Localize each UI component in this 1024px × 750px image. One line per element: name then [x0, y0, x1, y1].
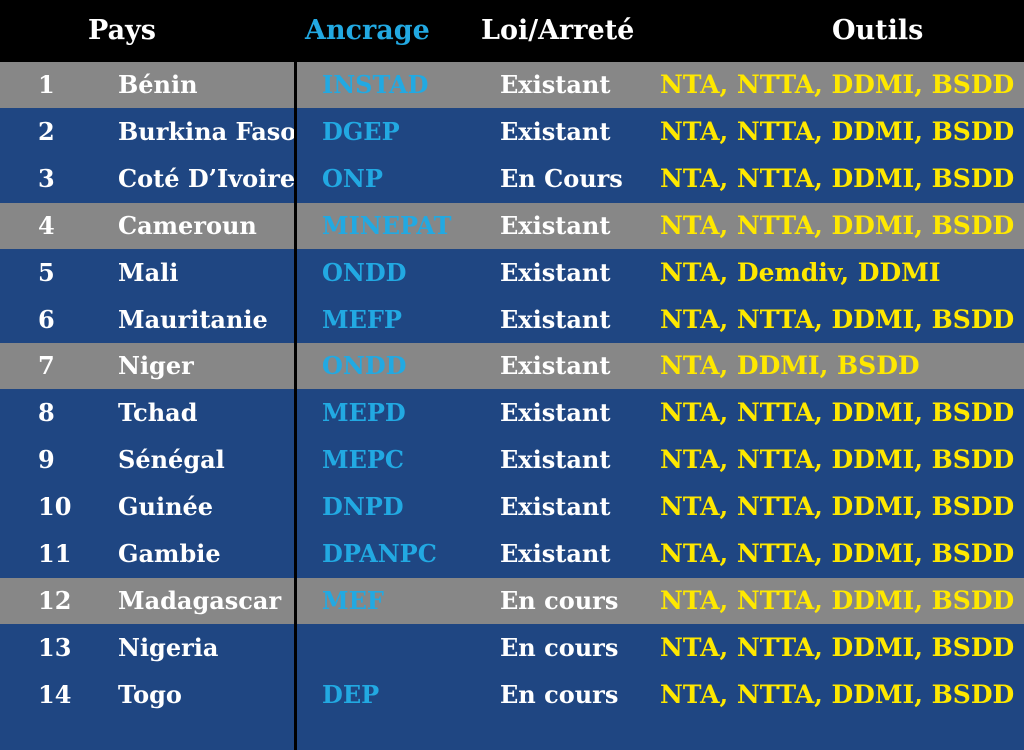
row-pays: Coté D’Ivoire — [118, 163, 296, 193]
row-loi: Existant — [500, 70, 611, 99]
row-pays: Madagascar — [118, 585, 282, 615]
header-outils: Outils — [832, 15, 924, 46]
row-pays: Mali — [118, 257, 179, 287]
row-pays: Guinée — [118, 492, 214, 522]
row-loi: Existant — [500, 539, 611, 568]
row-outils: NTA, NTTA, DDMI, BSDD — [660, 70, 1015, 99]
row-loi: Existant — [500, 116, 611, 146]
row-pays: Nigeria — [118, 632, 219, 662]
row-ancrage: ONDD — [322, 257, 407, 287]
row-outils: NTA, Demdiv, DDMI — [660, 257, 941, 287]
row-number: 8 — [38, 398, 55, 428]
row-loi: Existant — [500, 210, 611, 240]
row-loi: Existant — [500, 257, 611, 287]
row-ancrage: MEFP — [322, 304, 402, 334]
header-ancrage: Ancrage — [305, 15, 430, 46]
row-ancrage: INSTAD — [322, 70, 429, 99]
row-number: 7 — [38, 351, 55, 381]
row-loi: Existant — [500, 445, 611, 475]
table-row: 14 Togo DEP En cours NTA, NTTA, DDMI, BSDD — [0, 672, 1024, 718]
row-ancrage: ONDD — [322, 351, 407, 381]
row-outils: NTA, NTTA, DDMI, BSDD — [660, 163, 1015, 193]
row-pays: Mauritanie — [118, 304, 268, 334]
row-loi: En cours — [500, 679, 619, 709]
row-number: 11 — [38, 539, 72, 568]
row-loi: En Cours — [500, 163, 623, 193]
row-outils: NTA, NTTA, DDMI, BSDD — [660, 632, 1015, 662]
row-number: 9 — [38, 445, 55, 475]
row-number: 4 — [38, 210, 55, 240]
row-loi: En cours — [500, 585, 619, 615]
row-ancrage: DGEP — [322, 116, 400, 146]
row-pays: Niger — [118, 351, 194, 381]
row-number: 6 — [38, 304, 55, 334]
row-outils: NTA, NTTA, DDMI, BSDD — [660, 679, 1015, 709]
table-row: 11 Gambie DPANPC Existant NTA, NTTA, DDMI, B… — [0, 531, 1024, 577]
row-ancrage: DPANPC — [322, 539, 437, 568]
row-pays: Bénin — [118, 70, 198, 99]
table-row: 3 Coté D’Ivoire ONP En Cours NTA, NTTA, DDMI… — [0, 156, 1024, 202]
row-outils: NTA, DDMI, BSDD — [660, 351, 920, 381]
row-number: 12 — [38, 585, 72, 615]
row-pays: Gambie — [118, 539, 221, 568]
row-outils: NTA, NTTA, DDMI, BSDD — [660, 304, 1015, 334]
row-number: 1 — [38, 70, 55, 99]
row-ancrage: ONP — [322, 163, 383, 193]
row-number: 10 — [38, 492, 72, 522]
row-ancrage: DEP — [322, 679, 380, 709]
row-pays: Togo — [118, 679, 182, 709]
row-outils: NTA, NTTA, DDMI, BSDD — [660, 492, 1015, 522]
table-row: 4 Cameroun MINEPAT Existant NTA, NTTA, DDMI,… — [0, 202, 1024, 249]
row-pays: Burkina Faso — [118, 116, 297, 146]
row-pays: Sénégal — [118, 445, 225, 475]
column-divider — [294, 62, 297, 750]
row-outils: NTA, NTTA, DDMI, BSDD — [660, 210, 1015, 240]
table-row: 8 Tchad MEPD Existant NTA, NTTA, DDMI, BSDD — [0, 390, 1024, 436]
row-ancrage: MEPD — [322, 398, 406, 428]
row-loi: En cours — [500, 632, 619, 662]
table-row: 2 Burkina Faso DGEP Existant NTA, NTTA, DDMI… — [0, 109, 1024, 155]
table-row: 9 Sénégal MEPC Existant NTA, NTTA, DDMI, BSD… — [0, 437, 1024, 483]
row-loi: Existant — [500, 492, 611, 522]
header-loi: Loi/Arreté — [481, 15, 635, 46]
row-outils: NTA, NTTA, DDMI, BSDD — [660, 585, 1015, 615]
table-row: 1 Bénin INSTAD Existant NTA, NTTA, DDMI, BSD… — [0, 62, 1024, 108]
row-number: 3 — [38, 163, 55, 193]
table-row: 5 Mali ONDD Existant NTA, Demdiv, DDMI — [0, 250, 1024, 296]
row-number: 5 — [38, 257, 55, 287]
row-pays: Tchad — [118, 398, 198, 428]
row-ancrage: MINEPAT — [322, 210, 452, 240]
table-row: 10 Guinée DNPD Existant NTA, NTTA, DDMI, BSD… — [0, 484, 1024, 530]
row-number: 13 — [38, 632, 72, 662]
row-pays: Cameroun — [118, 210, 257, 240]
table-row: 7 Niger ONDD Existant NTA, DDMI, BSDD — [0, 343, 1024, 390]
header-pays: Pays — [88, 15, 156, 46]
row-loi: Existant — [500, 398, 611, 428]
table-row: 13 Nigeria En cours NTA, NTTA, DDMI, BSDD — [0, 625, 1024, 671]
row-outils: NTA, NTTA, DDMI, BSDD — [660, 398, 1015, 428]
table-row: 12 Madagascar MEF En cours NTA, NTTA, DDMI, … — [0, 577, 1024, 624]
row-ancrage: MEF — [322, 585, 384, 615]
row-number: 2 — [38, 116, 55, 146]
table-row: 6 Mauritanie MEFP Existant NTA, NTTA, DDMI, … — [0, 297, 1024, 343]
row-ancrage: MEPC — [322, 445, 405, 475]
row-loi: Existant — [500, 304, 611, 334]
row-outils: NTA, NTTA, DDMI, BSDD — [660, 445, 1015, 475]
row-ancrage: DNPD — [322, 492, 404, 522]
row-outils: NTA, NTTA, DDMI, BSDD — [660, 539, 1015, 568]
row-loi: Existant — [500, 351, 611, 381]
row-number: 14 — [38, 679, 72, 709]
table-header: Pays Ancrage Loi/Arreté Outils — [0, 0, 1024, 62]
row-outils: NTA, NTTA, DDMI, BSDD — [660, 116, 1015, 146]
